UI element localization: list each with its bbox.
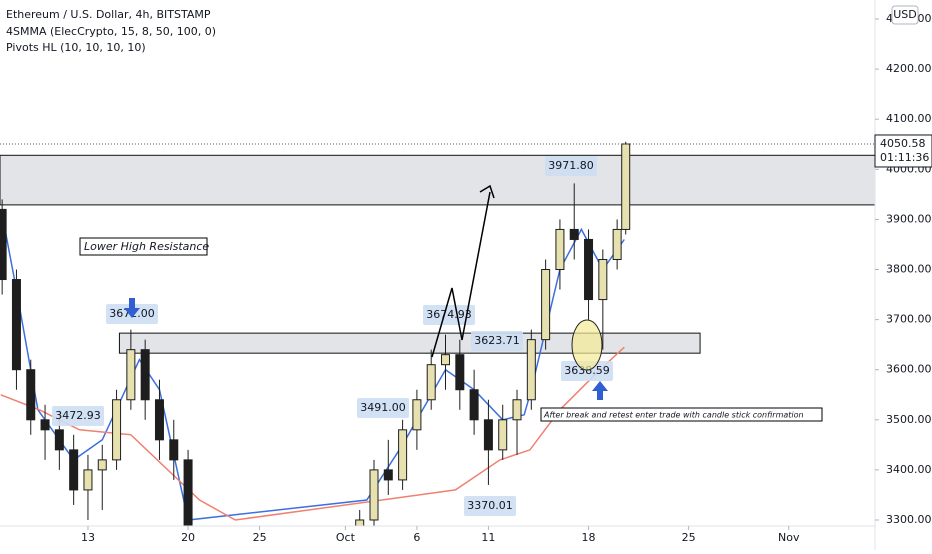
candle-body bbox=[455, 354, 465, 391]
candle-body bbox=[469, 389, 479, 421]
candle-body bbox=[140, 349, 150, 401]
x-tick-label: 6 bbox=[413, 531, 420, 544]
y-tick-label: 3400.00 bbox=[886, 463, 932, 476]
candle-body bbox=[598, 258, 608, 301]
pivot-label: 3370.01 bbox=[467, 499, 513, 512]
x-tick-label: 25 bbox=[682, 531, 696, 544]
arrow-down bbox=[124, 298, 140, 318]
candle-body bbox=[54, 429, 64, 451]
countdown: 01:11:36 bbox=[880, 151, 929, 164]
overlay: 3472.933672.003491.003674.933623.713971.… bbox=[52, 156, 823, 516]
x-tick-label: 25 bbox=[253, 531, 267, 544]
y-tick-label: 3700.00 bbox=[886, 313, 932, 326]
arrow-up bbox=[592, 381, 608, 400]
candle-body bbox=[555, 228, 565, 271]
candle-body bbox=[512, 399, 522, 421]
y-tick-label: 3900.00 bbox=[886, 212, 932, 225]
candle-body bbox=[569, 228, 579, 240]
last-price-box bbox=[874, 134, 932, 168]
candle-body bbox=[11, 279, 21, 371]
candle-body bbox=[498, 419, 508, 451]
pivot-label: 3491.00 bbox=[360, 401, 406, 414]
pivot-label: 3674.93 bbox=[426, 308, 472, 321]
candle-body bbox=[112, 399, 122, 461]
currency-box bbox=[891, 5, 919, 25]
pivot-label-box bbox=[561, 361, 613, 381]
y-tick-label: 4100.00 bbox=[886, 112, 932, 125]
pivot-label-box bbox=[464, 496, 516, 516]
candle-body bbox=[621, 143, 631, 230]
pivot-label-box bbox=[357, 398, 409, 418]
zone bbox=[0, 154, 875, 206]
x-tick-label: 11 bbox=[481, 531, 495, 544]
candle-body bbox=[584, 238, 594, 301]
candle-body bbox=[483, 419, 493, 451]
candle-body bbox=[426, 364, 436, 401]
x-tick-label: 13 bbox=[81, 531, 95, 544]
x-tick-label: Nov bbox=[778, 531, 800, 544]
candle-body bbox=[97, 459, 107, 471]
note-box bbox=[79, 237, 208, 256]
candle-body bbox=[83, 469, 93, 491]
y-tick-label: 3800.00 bbox=[886, 263, 932, 276]
note: After break and retest enter trade with … bbox=[543, 411, 804, 420]
x-tick-label: 18 bbox=[582, 531, 596, 544]
pivot-label: 3623.71 bbox=[474, 334, 520, 347]
pivot-label-box bbox=[52, 406, 104, 426]
pivot-label-box bbox=[471, 331, 523, 351]
currency: USD bbox=[893, 8, 917, 21]
y-tick-label: 3600.00 bbox=[886, 363, 932, 376]
x-tick-label: 20 bbox=[181, 531, 195, 544]
candle-body bbox=[383, 469, 393, 481]
pivot-label: 3971.80 bbox=[548, 159, 594, 172]
candle-body bbox=[154, 399, 164, 441]
note: Lower High Resistance bbox=[84, 240, 209, 253]
chart-title: Ethereum / U.S. Dollar, 4h, BITSTAMP bbox=[6, 8, 211, 21]
candle-body bbox=[0, 208, 7, 281]
indicator-label: Pivots HL (10, 10, 10, 10) bbox=[6, 41, 146, 54]
moving-average bbox=[0, 346, 625, 521]
pivot-label-box bbox=[423, 305, 475, 325]
candle-body bbox=[612, 228, 622, 260]
pivot-label-box bbox=[545, 156, 597, 176]
candle-body bbox=[441, 354, 451, 366]
candle-body bbox=[541, 269, 551, 341]
candle-body bbox=[355, 519, 365, 526]
candle-body bbox=[69, 449, 79, 491]
pivot-label: 3472.93 bbox=[55, 409, 101, 422]
x-tick-label: Oct bbox=[336, 531, 356, 544]
last-price-label: 4050.58 bbox=[880, 137, 926, 150]
candle-body bbox=[26, 369, 36, 421]
candle-body bbox=[526, 339, 536, 401]
candle-body bbox=[40, 419, 50, 431]
indicator-label: 4SMMA (ElecCrypto, 15, 8, 50, 100, 0) bbox=[6, 25, 216, 38]
candle-body bbox=[398, 429, 408, 481]
note-box bbox=[540, 407, 823, 422]
candle-body bbox=[126, 349, 136, 401]
candle-body bbox=[412, 399, 422, 431]
y-tick-label: 3300.00 bbox=[886, 513, 932, 526]
candle-body bbox=[183, 459, 193, 526]
zone bbox=[118, 332, 701, 354]
candle-body bbox=[369, 469, 379, 521]
candle-body bbox=[169, 439, 179, 461]
plot-area bbox=[0, 141, 875, 526]
y-tick-label: 4200.00 bbox=[886, 62, 932, 75]
retest-highlight bbox=[571, 319, 603, 371]
projection-arrow bbox=[431, 184, 495, 358]
y-tick-label: 3500.00 bbox=[886, 413, 932, 426]
